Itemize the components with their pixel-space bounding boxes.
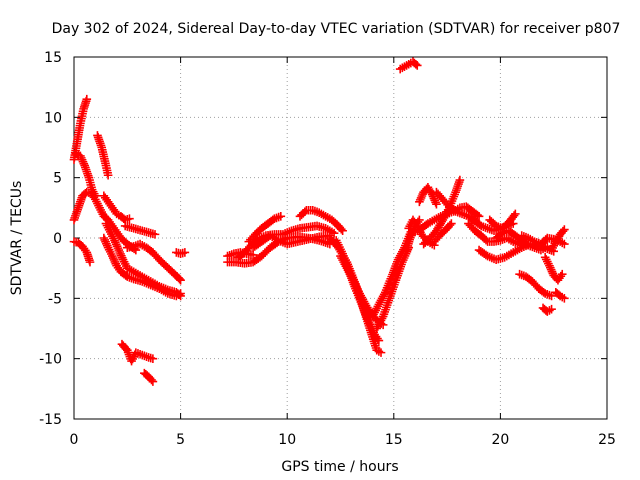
data-point <box>175 274 184 284</box>
series-arc-38 <box>551 288 569 303</box>
y-tick-label: -15 <box>39 412 62 428</box>
series-arc-36 <box>515 269 556 301</box>
y-tick-label: 15 <box>44 50 62 66</box>
x-tick-label: 5 <box>176 432 185 448</box>
data-point <box>560 239 569 249</box>
data-point <box>412 61 422 70</box>
series-arc-33 <box>491 226 552 255</box>
data-point <box>374 336 384 345</box>
data-point <box>547 304 556 314</box>
data-point <box>511 209 520 219</box>
data-point <box>276 211 286 221</box>
series-arc-19 <box>295 205 347 236</box>
data-point <box>148 354 158 363</box>
data-point <box>174 290 184 300</box>
chart-title: Day 302 of 2024, Sidereal Day-to-day VTE… <box>52 21 621 37</box>
x-tick-label: 10 <box>278 432 296 448</box>
data-points <box>69 57 569 386</box>
data-point <box>547 291 556 301</box>
series-arc-18 <box>244 211 286 246</box>
data-point <box>376 348 386 357</box>
y-tick-label: 10 <box>44 110 62 126</box>
data-point <box>432 199 441 209</box>
series-arc-11 <box>172 248 190 258</box>
series-arc-10 <box>69 237 95 267</box>
x-tick-label: 0 <box>70 432 79 448</box>
data-point <box>150 230 160 239</box>
data-point <box>474 211 484 221</box>
data-point <box>248 250 258 260</box>
x-tick-label: 25 <box>598 432 616 448</box>
data-point <box>560 225 569 234</box>
series-arc-26 <box>395 57 422 74</box>
y-tick-label: 5 <box>53 171 62 187</box>
y-tick-label: 0 <box>53 231 62 247</box>
x-axis: 0 5 10 15 20 25 <box>70 57 616 448</box>
data-point <box>148 377 158 386</box>
series-arc-8 <box>101 219 185 301</box>
series-arc-1 <box>69 94 92 164</box>
y-axis-label: SDTVAR / TECUs <box>9 181 25 296</box>
data-point <box>85 257 95 267</box>
data-point <box>411 59 421 69</box>
series-arc-3 <box>93 131 113 180</box>
data-point <box>430 240 439 250</box>
series-arc-41 <box>430 219 456 246</box>
data-point <box>557 269 567 279</box>
x-tick-label: 20 <box>491 432 509 448</box>
data-point <box>82 94 92 104</box>
x-axis-label: GPS time / hours <box>281 459 398 475</box>
series-arc-6 <box>99 191 134 225</box>
series-arc-9 <box>123 239 185 285</box>
data-point <box>338 226 347 236</box>
series-arc-5 <box>120 221 160 239</box>
data-point <box>176 275 185 285</box>
series-arc-39 <box>540 253 567 285</box>
data-point <box>180 248 190 257</box>
data-point <box>447 219 456 228</box>
y-tick-label: -5 <box>48 291 62 307</box>
series-arc-12 <box>117 339 158 366</box>
series-arc-34 <box>485 209 520 233</box>
y-axis: 15 10 5 0 -5 -10 -15 <box>39 50 607 428</box>
series-arc-13 <box>140 368 158 386</box>
data-point <box>455 175 465 185</box>
data-point <box>560 294 569 303</box>
x-tick-label: 15 <box>385 432 403 448</box>
data-point <box>103 170 113 180</box>
y-tick-label: -10 <box>39 352 62 368</box>
series-arc-42 <box>404 215 439 250</box>
series-arc-40 <box>547 225 569 255</box>
data-point <box>125 214 134 223</box>
series-arc-23 <box>372 243 414 333</box>
series-arc-37 <box>538 303 556 316</box>
data-point <box>176 291 185 301</box>
